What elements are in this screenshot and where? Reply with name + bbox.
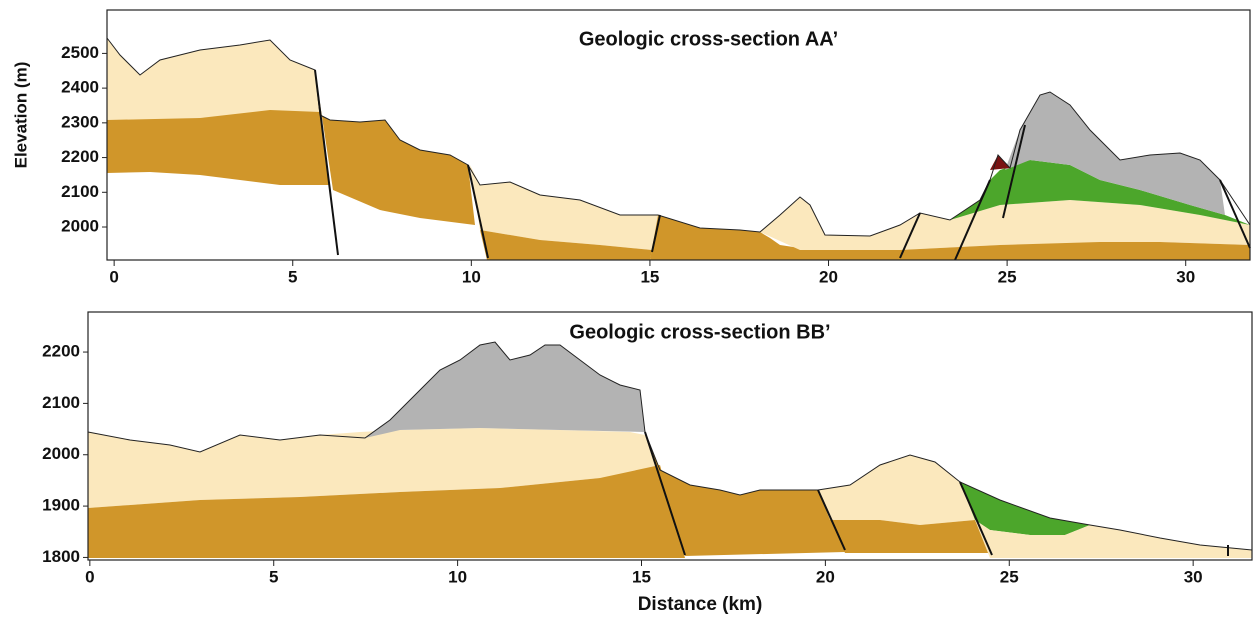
y-axis-label: Elevation (m)	[11, 62, 30, 169]
y-tick-label: 2100	[61, 182, 99, 201]
layer	[315, 70, 475, 225]
figure: Geologic cross-section AA’ 0 5 10 15 20 25 30 20…	[0, 0, 1256, 618]
x-tick-label: 30	[1184, 567, 1203, 586]
x-tick-label: 10	[448, 567, 467, 586]
layer	[107, 110, 330, 185]
x-tick-label: 30	[1176, 267, 1195, 286]
x-axis-label: Distance (km)	[638, 594, 763, 615]
x-tick-label: 5	[288, 267, 297, 286]
x-tick-label: 20	[819, 267, 838, 286]
y-tick-label: 2300	[61, 112, 99, 131]
y-tick-label: 2100	[42, 393, 80, 412]
y-tick-label: 2200	[42, 342, 80, 361]
chart-title: Geologic cross-section BB’	[569, 321, 830, 343]
y-tick-label: 2000	[42, 444, 80, 463]
y-tick-label: 2400	[61, 78, 99, 97]
layer	[107, 38, 320, 120]
x-tick-label: 20	[816, 567, 835, 586]
y-tick-label: 1800	[42, 547, 80, 566]
x-tick-label: 10	[462, 267, 481, 286]
x-tick-label: 25	[998, 267, 1017, 286]
y-tick-label: 2000	[61, 216, 99, 235]
section-aa-layers	[107, 38, 1250, 260]
y-tick-label: 2500	[61, 43, 99, 62]
x-tick-label: 5	[269, 567, 278, 586]
x-tick-label: 15	[640, 267, 659, 286]
y-tick-label: 2200	[61, 147, 99, 166]
y-tick-label: 1900	[42, 496, 80, 515]
layer	[365, 342, 645, 438]
layer	[830, 520, 990, 553]
x-tick-label: 0	[109, 267, 118, 286]
x-tick-label: 0	[85, 567, 94, 586]
x-tick-label: 25	[1000, 567, 1019, 586]
chart-title: Geologic cross-section AA’	[579, 28, 838, 50]
section-bb-layers	[88, 342, 1252, 558]
layer	[818, 455, 975, 525]
x-tick-label: 15	[632, 567, 651, 586]
